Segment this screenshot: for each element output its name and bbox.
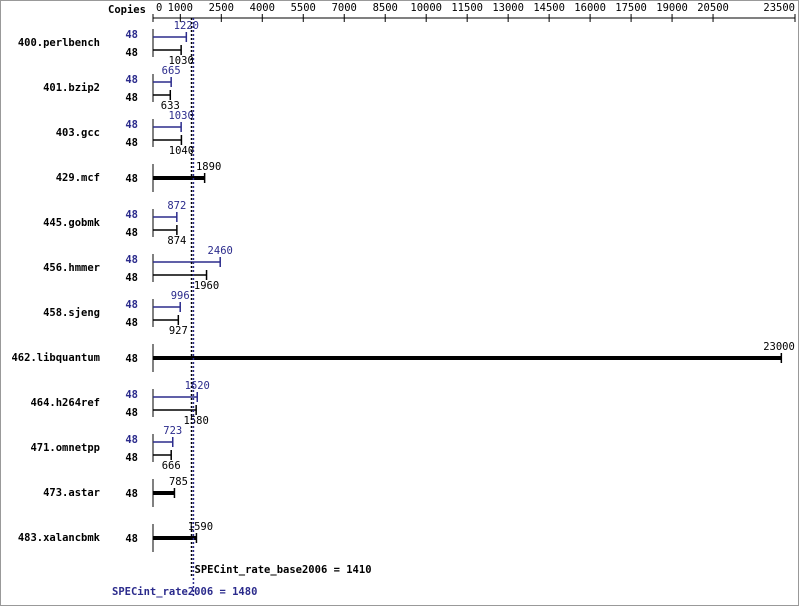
category-label: 483.xalancbmk xyxy=(18,532,101,544)
base-value-label: 1890 xyxy=(196,161,221,173)
peak-value-label: 872 xyxy=(167,200,186,212)
peak-value-label: 1030 xyxy=(168,110,193,122)
peak-value-label: 723 xyxy=(163,425,182,437)
peak-value-label: 996 xyxy=(171,290,190,302)
base-copies: 48 xyxy=(125,47,138,59)
base-value-label: 1040 xyxy=(169,145,194,157)
x-tick-label: 10000 xyxy=(410,2,442,14)
x-tick-label: 1000 xyxy=(168,2,193,14)
category-label: 458.sjeng xyxy=(43,307,100,319)
peak-value-label: 1620 xyxy=(185,380,210,392)
base-value-label: 785 xyxy=(169,476,188,488)
category-label: 456.hmmer xyxy=(43,262,100,274)
x-tick-label: 17500 xyxy=(615,2,647,14)
base-copies: 48 xyxy=(125,92,138,104)
peak-copies: 48 xyxy=(125,209,138,221)
peak-copies: 48 xyxy=(125,119,138,131)
peak-copies: 48 xyxy=(125,254,138,266)
reference-label: SPECint_rate_base2006 = 1410 xyxy=(195,564,372,576)
category-label: 464.h264ref xyxy=(30,397,100,409)
base-value-label: 1580 xyxy=(184,415,209,427)
peak-value-label: 2460 xyxy=(208,245,233,257)
x-tick-label: 5500 xyxy=(291,2,316,14)
x-tick-label: 19000 xyxy=(656,2,688,14)
base-value-label: 23000 xyxy=(763,341,795,353)
base-copies: 48 xyxy=(125,353,138,365)
category-label: 429.mcf xyxy=(56,172,100,184)
copies-header: Copies xyxy=(108,4,146,16)
x-tick-label: 20500 xyxy=(697,2,729,14)
base-value-label: 927 xyxy=(169,325,188,337)
peak-copies: 48 xyxy=(125,299,138,311)
base-copies: 48 xyxy=(125,488,138,500)
peak-copies: 48 xyxy=(125,74,138,86)
base-value-label: 666 xyxy=(162,460,181,472)
base-copies: 48 xyxy=(125,317,138,329)
peak-copies: 48 xyxy=(125,434,138,446)
base-value-label: 633 xyxy=(161,100,180,112)
category-label: 473.astar xyxy=(43,487,100,499)
category-label: 403.gcc xyxy=(56,127,100,139)
base-value-label: 1960 xyxy=(194,280,219,292)
reference-label: SPECint_rate2006 = 1480 xyxy=(112,586,257,598)
base-copies: 48 xyxy=(125,272,138,284)
base-copies: 48 xyxy=(125,227,138,239)
x-tick-label: 8500 xyxy=(373,2,398,14)
x-tick-label: 23500 xyxy=(763,2,795,14)
x-tick-label: 16000 xyxy=(574,2,606,14)
peak-value-label: 665 xyxy=(162,65,181,77)
base-copies: 48 xyxy=(125,407,138,419)
x-tick-label: 2500 xyxy=(209,2,234,14)
category-label: 401.bzip2 xyxy=(43,82,100,94)
x-tick-label: 11500 xyxy=(451,2,483,14)
peak-copies: 48 xyxy=(125,389,138,401)
peak-copies: 48 xyxy=(125,29,138,41)
category-label: 471.omnetpp xyxy=(30,442,100,454)
base-copies: 48 xyxy=(125,137,138,149)
base-copies: 48 xyxy=(125,533,138,545)
base-value-label: 1030 xyxy=(168,55,193,67)
x-tick-label: 4000 xyxy=(250,2,275,14)
base-copies: 48 xyxy=(125,173,138,185)
category-label: 462.libquantum xyxy=(11,352,100,364)
base-copies: 48 xyxy=(125,452,138,464)
x-tick-label: 14500 xyxy=(533,2,565,14)
x-tick-label: 0 xyxy=(156,2,162,14)
category-label: 400.perlbench xyxy=(18,37,100,49)
category-label: 445.gobmk xyxy=(43,217,101,229)
x-tick-label: 7000 xyxy=(332,2,357,14)
x-tick-label: 13000 xyxy=(492,2,524,14)
base-value-label: 874 xyxy=(167,235,186,247)
peak-value-label: 1220 xyxy=(174,20,199,32)
